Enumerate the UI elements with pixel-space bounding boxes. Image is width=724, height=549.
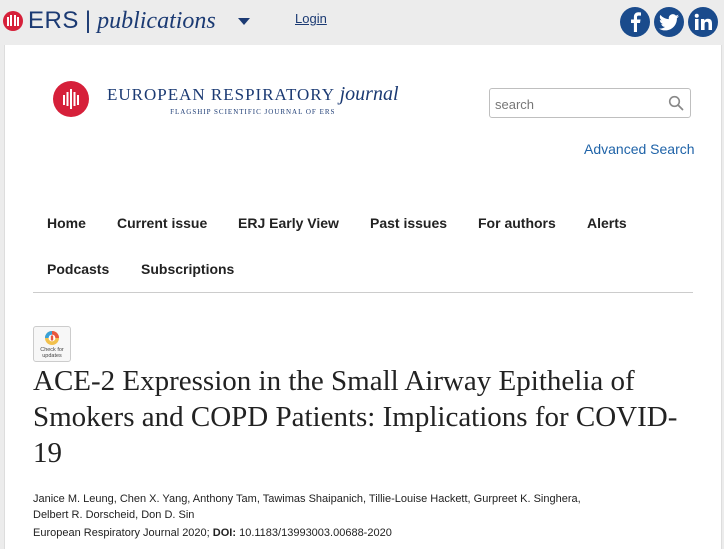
doi-value[interactable]: 10.1183/13993003.00688-2020 <box>239 527 392 539</box>
ers-brand-text: ERS <box>28 7 79 34</box>
article-title: ACE-2 Expression in the Small Airway Epi… <box>33 365 678 469</box>
linkedin-icon <box>694 13 712 30</box>
twitter-button[interactable] <box>654 7 684 37</box>
publications-brand-text: publications <box>97 7 216 34</box>
journal-name: EUROPEAN RESPIRATORY journal <box>107 83 399 106</box>
facebook-icon <box>631 12 641 32</box>
main-content-panel: EUROPEAN RESPIRATORY journal FLAGSHIP SC… <box>4 45 722 549</box>
nav-item-for-authors[interactable]: For authors <box>478 215 556 231</box>
erj-lungs-icon <box>53 81 89 117</box>
crossmark-line2: updates <box>42 353 62 359</box>
citation-journal: European Respiratory Journal 2020; <box>33 527 210 539</box>
article-citation: European Respiratory Journal 2020; DOI: … <box>33 527 392 539</box>
chevron-down-icon[interactable] <box>238 18 250 25</box>
authors-line-1: Janice M. Leung, Chen X. Yang, Anthony T… <box>33 493 581 505</box>
authors-line-2: Delbert R. Dorscheid, Don D. Sin <box>33 509 195 521</box>
crossmark-icon <box>45 331 59 345</box>
journal-tagline: FLAGSHIP SCIENTIFIC JOURNAL OF ERS <box>170 107 336 116</box>
linkedin-button[interactable] <box>688 7 718 37</box>
nav-item-subscriptions[interactable]: Subscriptions <box>141 261 235 277</box>
doi-label: DOI: <box>212 527 237 539</box>
search-input[interactable] <box>490 89 665 117</box>
article-authors: Janice M. Leung, Chen X. Yang, Anthony T… <box>33 491 673 523</box>
facebook-button[interactable] <box>620 7 650 37</box>
nav-divider <box>33 292 693 293</box>
journal-name-main: EUROPEAN RESPIRATORY <box>107 84 335 104</box>
search-box <box>489 88 691 118</box>
journal-name-italic: journal <box>339 82 399 105</box>
nav-item-past-issues[interactable]: Past issues <box>370 215 448 231</box>
search-icon[interactable] <box>668 95 684 111</box>
site-top-bar: ERS | publications Login <box>0 0 724 45</box>
check-for-updates-badge[interactable]: Check for updates <box>33 326 71 362</box>
crossmark-line1: Check for <box>40 347 64 353</box>
login-link[interactable]: Login <box>295 11 327 26</box>
nav-item-podcasts[interactable]: Podcasts <box>47 261 110 277</box>
erj-journal-logo[interactable]: EUROPEAN RESPIRATORY journal FLAGSHIP SC… <box>53 81 399 117</box>
ers-publications-logo[interactable]: ERS | publications <box>0 6 216 36</box>
nav-item-home[interactable]: Home <box>47 215 86 231</box>
twitter-icon <box>659 13 679 30</box>
nav-item-current-issue[interactable]: Current issue <box>117 215 208 231</box>
brand-separator: | <box>84 7 92 34</box>
advanced-search-link[interactable]: Advanced Search <box>584 141 695 157</box>
nav-item-erj-early-view[interactable]: ERJ Early View <box>238 215 339 231</box>
nav-item-alerts[interactable]: Alerts <box>587 215 627 231</box>
crossmark-label: Check for updates <box>34 347 70 359</box>
ers-logo-icon <box>3 11 23 31</box>
erj-title-block: EUROPEAN RESPIRATORY journal FLAGSHIP SC… <box>107 83 399 116</box>
